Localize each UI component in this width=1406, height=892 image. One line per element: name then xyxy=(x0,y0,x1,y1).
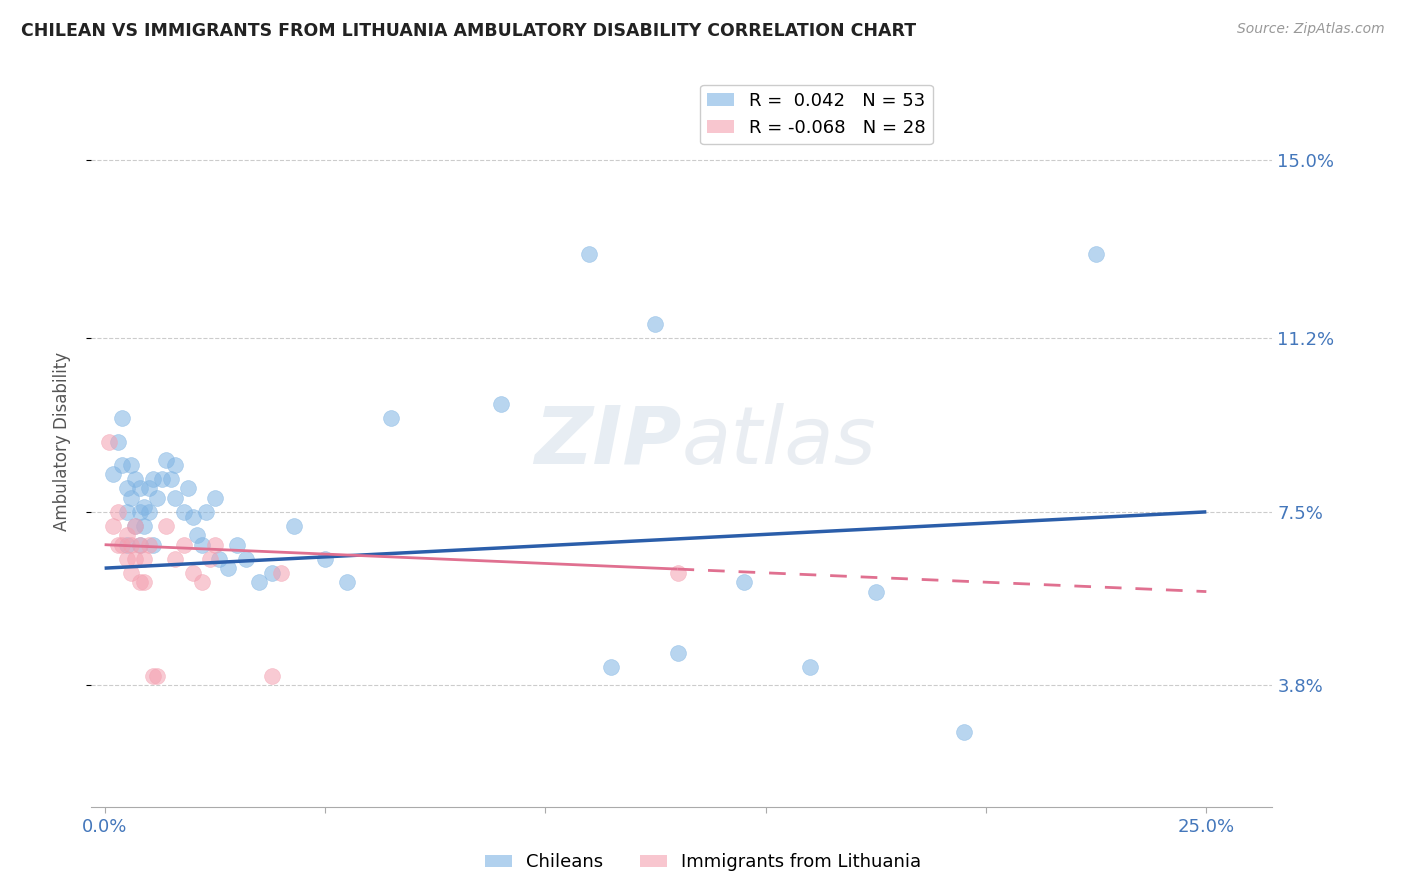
Point xyxy=(146,669,169,683)
Point xyxy=(194,505,217,519)
Point xyxy=(225,538,247,552)
Point xyxy=(159,472,181,486)
Point xyxy=(128,575,150,590)
Point xyxy=(107,505,129,519)
Point xyxy=(165,551,187,566)
Point xyxy=(666,646,689,660)
Point xyxy=(120,491,142,505)
Legend: Chileans, Immigrants from Lithuania: Chileans, Immigrants from Lithuania xyxy=(478,847,928,879)
Y-axis label: Ambulatory Disability: Ambulatory Disability xyxy=(52,352,70,531)
Point xyxy=(489,397,512,411)
Point xyxy=(120,566,142,580)
Text: CHILEAN VS IMMIGRANTS FROM LITHUANIA AMBULATORY DISABILITY CORRELATION CHART: CHILEAN VS IMMIGRANTS FROM LITHUANIA AMB… xyxy=(21,22,917,40)
Point xyxy=(146,491,169,505)
Point xyxy=(115,505,138,519)
Point xyxy=(124,472,146,486)
Point xyxy=(98,434,121,449)
Point xyxy=(120,458,142,472)
Point xyxy=(103,467,125,482)
Text: Source: ZipAtlas.com: Source: ZipAtlas.com xyxy=(1237,22,1385,37)
Point xyxy=(336,575,359,590)
Point xyxy=(142,669,165,683)
Point xyxy=(138,505,160,519)
Point xyxy=(134,500,156,515)
Point xyxy=(111,458,134,472)
Point xyxy=(107,434,129,449)
Point xyxy=(204,491,226,505)
Point xyxy=(247,575,270,590)
Point xyxy=(128,505,150,519)
Point xyxy=(124,519,146,533)
Point xyxy=(190,538,212,552)
Point xyxy=(173,538,195,552)
Point xyxy=(150,472,173,486)
Point xyxy=(270,566,292,580)
Point xyxy=(142,472,165,486)
Point xyxy=(155,453,177,467)
Point xyxy=(155,519,177,533)
Point xyxy=(865,584,887,599)
Point xyxy=(578,247,600,261)
Point xyxy=(134,575,156,590)
Point xyxy=(103,519,125,533)
Point xyxy=(115,482,138,496)
Point xyxy=(128,482,150,496)
Point xyxy=(799,659,821,673)
Point xyxy=(177,482,200,496)
Point xyxy=(314,551,336,566)
Point xyxy=(953,725,976,739)
Point xyxy=(115,551,138,566)
Point xyxy=(115,538,138,552)
Legend: R =  0.042   N = 53, R = -0.068   N = 28: R = 0.042 N = 53, R = -0.068 N = 28 xyxy=(700,85,932,145)
Point xyxy=(204,538,226,552)
Point xyxy=(262,669,284,683)
Point xyxy=(128,538,150,552)
Point xyxy=(190,575,212,590)
Point xyxy=(142,538,165,552)
Point xyxy=(200,551,222,566)
Point xyxy=(138,538,160,552)
Point xyxy=(1085,247,1108,261)
Point xyxy=(181,566,204,580)
Point xyxy=(666,566,689,580)
Point xyxy=(115,528,138,542)
Point xyxy=(208,551,231,566)
Point xyxy=(283,519,305,533)
Point xyxy=(262,566,284,580)
Point xyxy=(134,519,156,533)
Point xyxy=(120,538,142,552)
Point xyxy=(165,491,187,505)
Point xyxy=(644,318,666,332)
Point xyxy=(380,411,402,425)
Point xyxy=(733,575,755,590)
Point xyxy=(235,551,257,566)
Point xyxy=(138,482,160,496)
Point xyxy=(181,509,204,524)
Text: atlas: atlas xyxy=(682,402,877,481)
Point xyxy=(134,551,156,566)
Point xyxy=(111,411,134,425)
Point xyxy=(173,505,195,519)
Point xyxy=(124,519,146,533)
Point xyxy=(128,538,150,552)
Point xyxy=(186,528,208,542)
Point xyxy=(165,458,187,472)
Text: ZIP: ZIP xyxy=(534,402,682,481)
Point xyxy=(217,561,239,575)
Point xyxy=(111,538,134,552)
Point xyxy=(107,538,129,552)
Point xyxy=(124,551,146,566)
Point xyxy=(600,659,623,673)
